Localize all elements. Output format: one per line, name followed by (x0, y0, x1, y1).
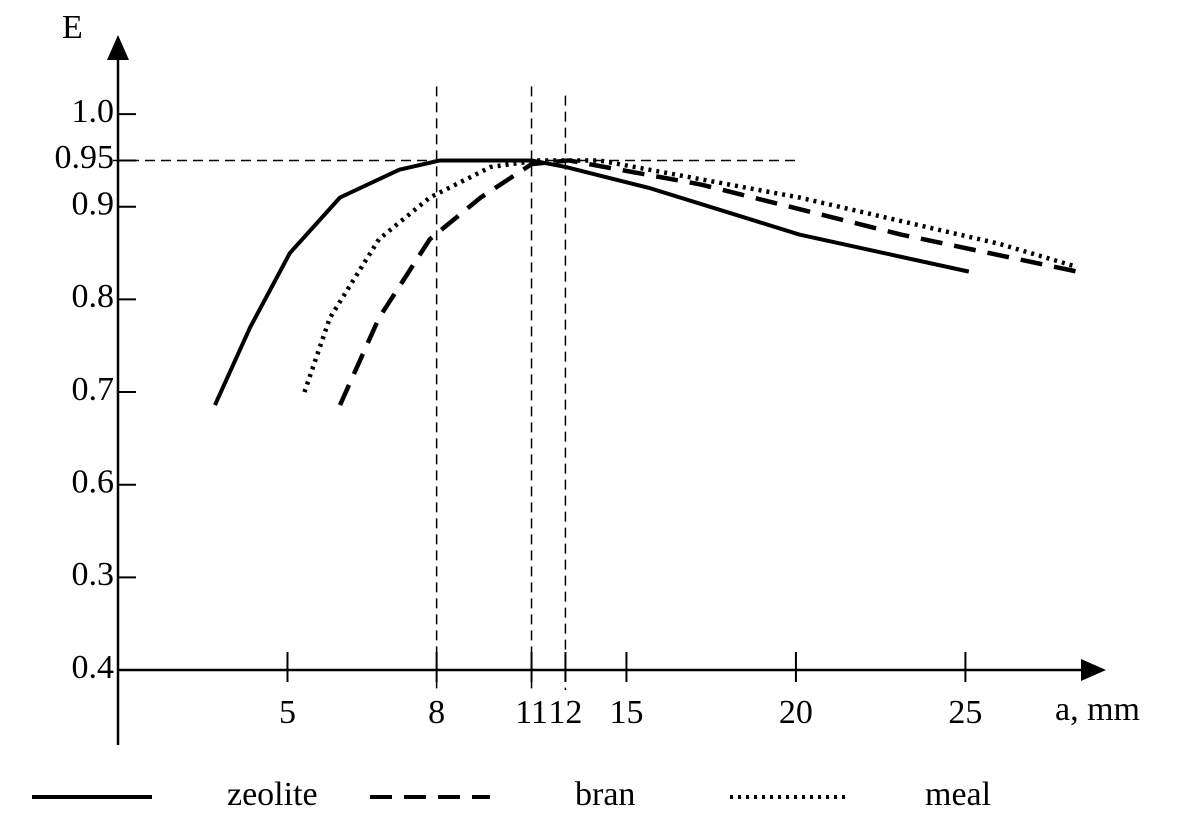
x-tick-label: 20 (779, 694, 813, 731)
x-axis-label: a, mm (1055, 691, 1140, 728)
x-tick-label: 25 (948, 694, 982, 731)
legend-label: meal (925, 776, 991, 813)
legend-label: bran (575, 776, 635, 813)
y-tick-label: 0.7 (72, 371, 115, 408)
x-tick-label: 15 (609, 694, 643, 731)
y-tick-label: 1.0 (72, 93, 115, 130)
y-tick-label: 0.3 (72, 556, 115, 593)
x-axis-arrow (1081, 659, 1106, 681)
x-tick-label: 12 (548, 694, 582, 731)
y-tick-label: 0.4 (72, 649, 115, 686)
y-tick-label: 0.8 (72, 278, 115, 315)
y-tick-label: 0.6 (72, 464, 115, 501)
y-tick-label: 0.9 (72, 186, 115, 223)
legend-label: zeolite (227, 776, 318, 813)
y-tick-label: 0.95 (55, 139, 115, 176)
x-tick-label: 8 (428, 694, 445, 731)
x-tick-label: 5 (279, 694, 296, 731)
x-tick-label: 11 (515, 694, 548, 731)
y-axis-arrow (107, 35, 129, 60)
y-axis-label: E (62, 9, 83, 46)
series-line (302, 158, 1078, 393)
series-line (213, 158, 970, 406)
series-line (337, 158, 1078, 406)
